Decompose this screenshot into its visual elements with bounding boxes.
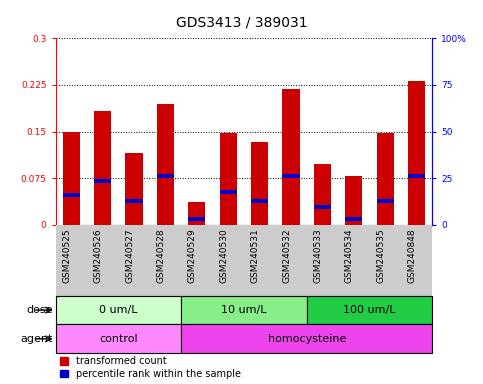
Bar [314, 205, 331, 209]
Bar [56, 296, 181, 324]
Text: GSM240848: GSM240848 [408, 228, 416, 283]
Text: GSM240535: GSM240535 [376, 228, 385, 283]
Bar [220, 190, 237, 194]
Bar [181, 296, 307, 324]
Bar [94, 179, 111, 183]
Bar [307, 296, 432, 324]
Text: control: control [99, 334, 138, 344]
Text: GSM240526: GSM240526 [94, 228, 103, 283]
Legend: transformed count, percentile rank within the sample: transformed count, percentile rank withi… [60, 356, 241, 379]
Text: 0 um/L: 0 um/L [99, 305, 138, 315]
Bar [94, 111, 111, 225]
Bar [63, 131, 80, 225]
Bar [314, 164, 331, 225]
Text: homocysteine: homocysteine [268, 334, 346, 344]
Text: GSM240532: GSM240532 [282, 228, 291, 283]
Text: GSM240527: GSM240527 [125, 228, 134, 283]
Bar [63, 193, 80, 197]
Bar [283, 174, 299, 178]
Text: 100 um/L: 100 um/L [343, 305, 396, 315]
Bar [345, 217, 362, 221]
Bar [408, 81, 425, 225]
Bar [126, 199, 142, 203]
Bar [157, 174, 174, 178]
Bar [220, 133, 237, 225]
Bar [251, 142, 268, 225]
Text: GSM240531: GSM240531 [251, 228, 260, 283]
Bar [283, 89, 299, 225]
Text: GDS3413 / 389031: GDS3413 / 389031 [176, 15, 307, 29]
Text: GSM240533: GSM240533 [313, 228, 323, 283]
Bar [181, 324, 432, 353]
Text: GSM240534: GSM240534 [345, 228, 354, 283]
Bar [188, 217, 205, 221]
Bar [377, 199, 394, 203]
Text: agent: agent [21, 334, 53, 344]
Bar [56, 324, 181, 353]
Bar [251, 199, 268, 203]
Bar [157, 104, 174, 225]
Text: dose: dose [27, 305, 53, 315]
Bar [126, 153, 142, 225]
Bar [188, 202, 205, 225]
Text: 10 um/L: 10 um/L [221, 305, 267, 315]
Text: GSM240525: GSM240525 [62, 228, 71, 283]
Bar [377, 133, 394, 225]
Bar [345, 176, 362, 225]
Text: GSM240528: GSM240528 [156, 228, 165, 283]
Text: GSM240530: GSM240530 [219, 228, 228, 283]
Bar [408, 174, 425, 178]
Text: GSM240529: GSM240529 [188, 228, 197, 283]
